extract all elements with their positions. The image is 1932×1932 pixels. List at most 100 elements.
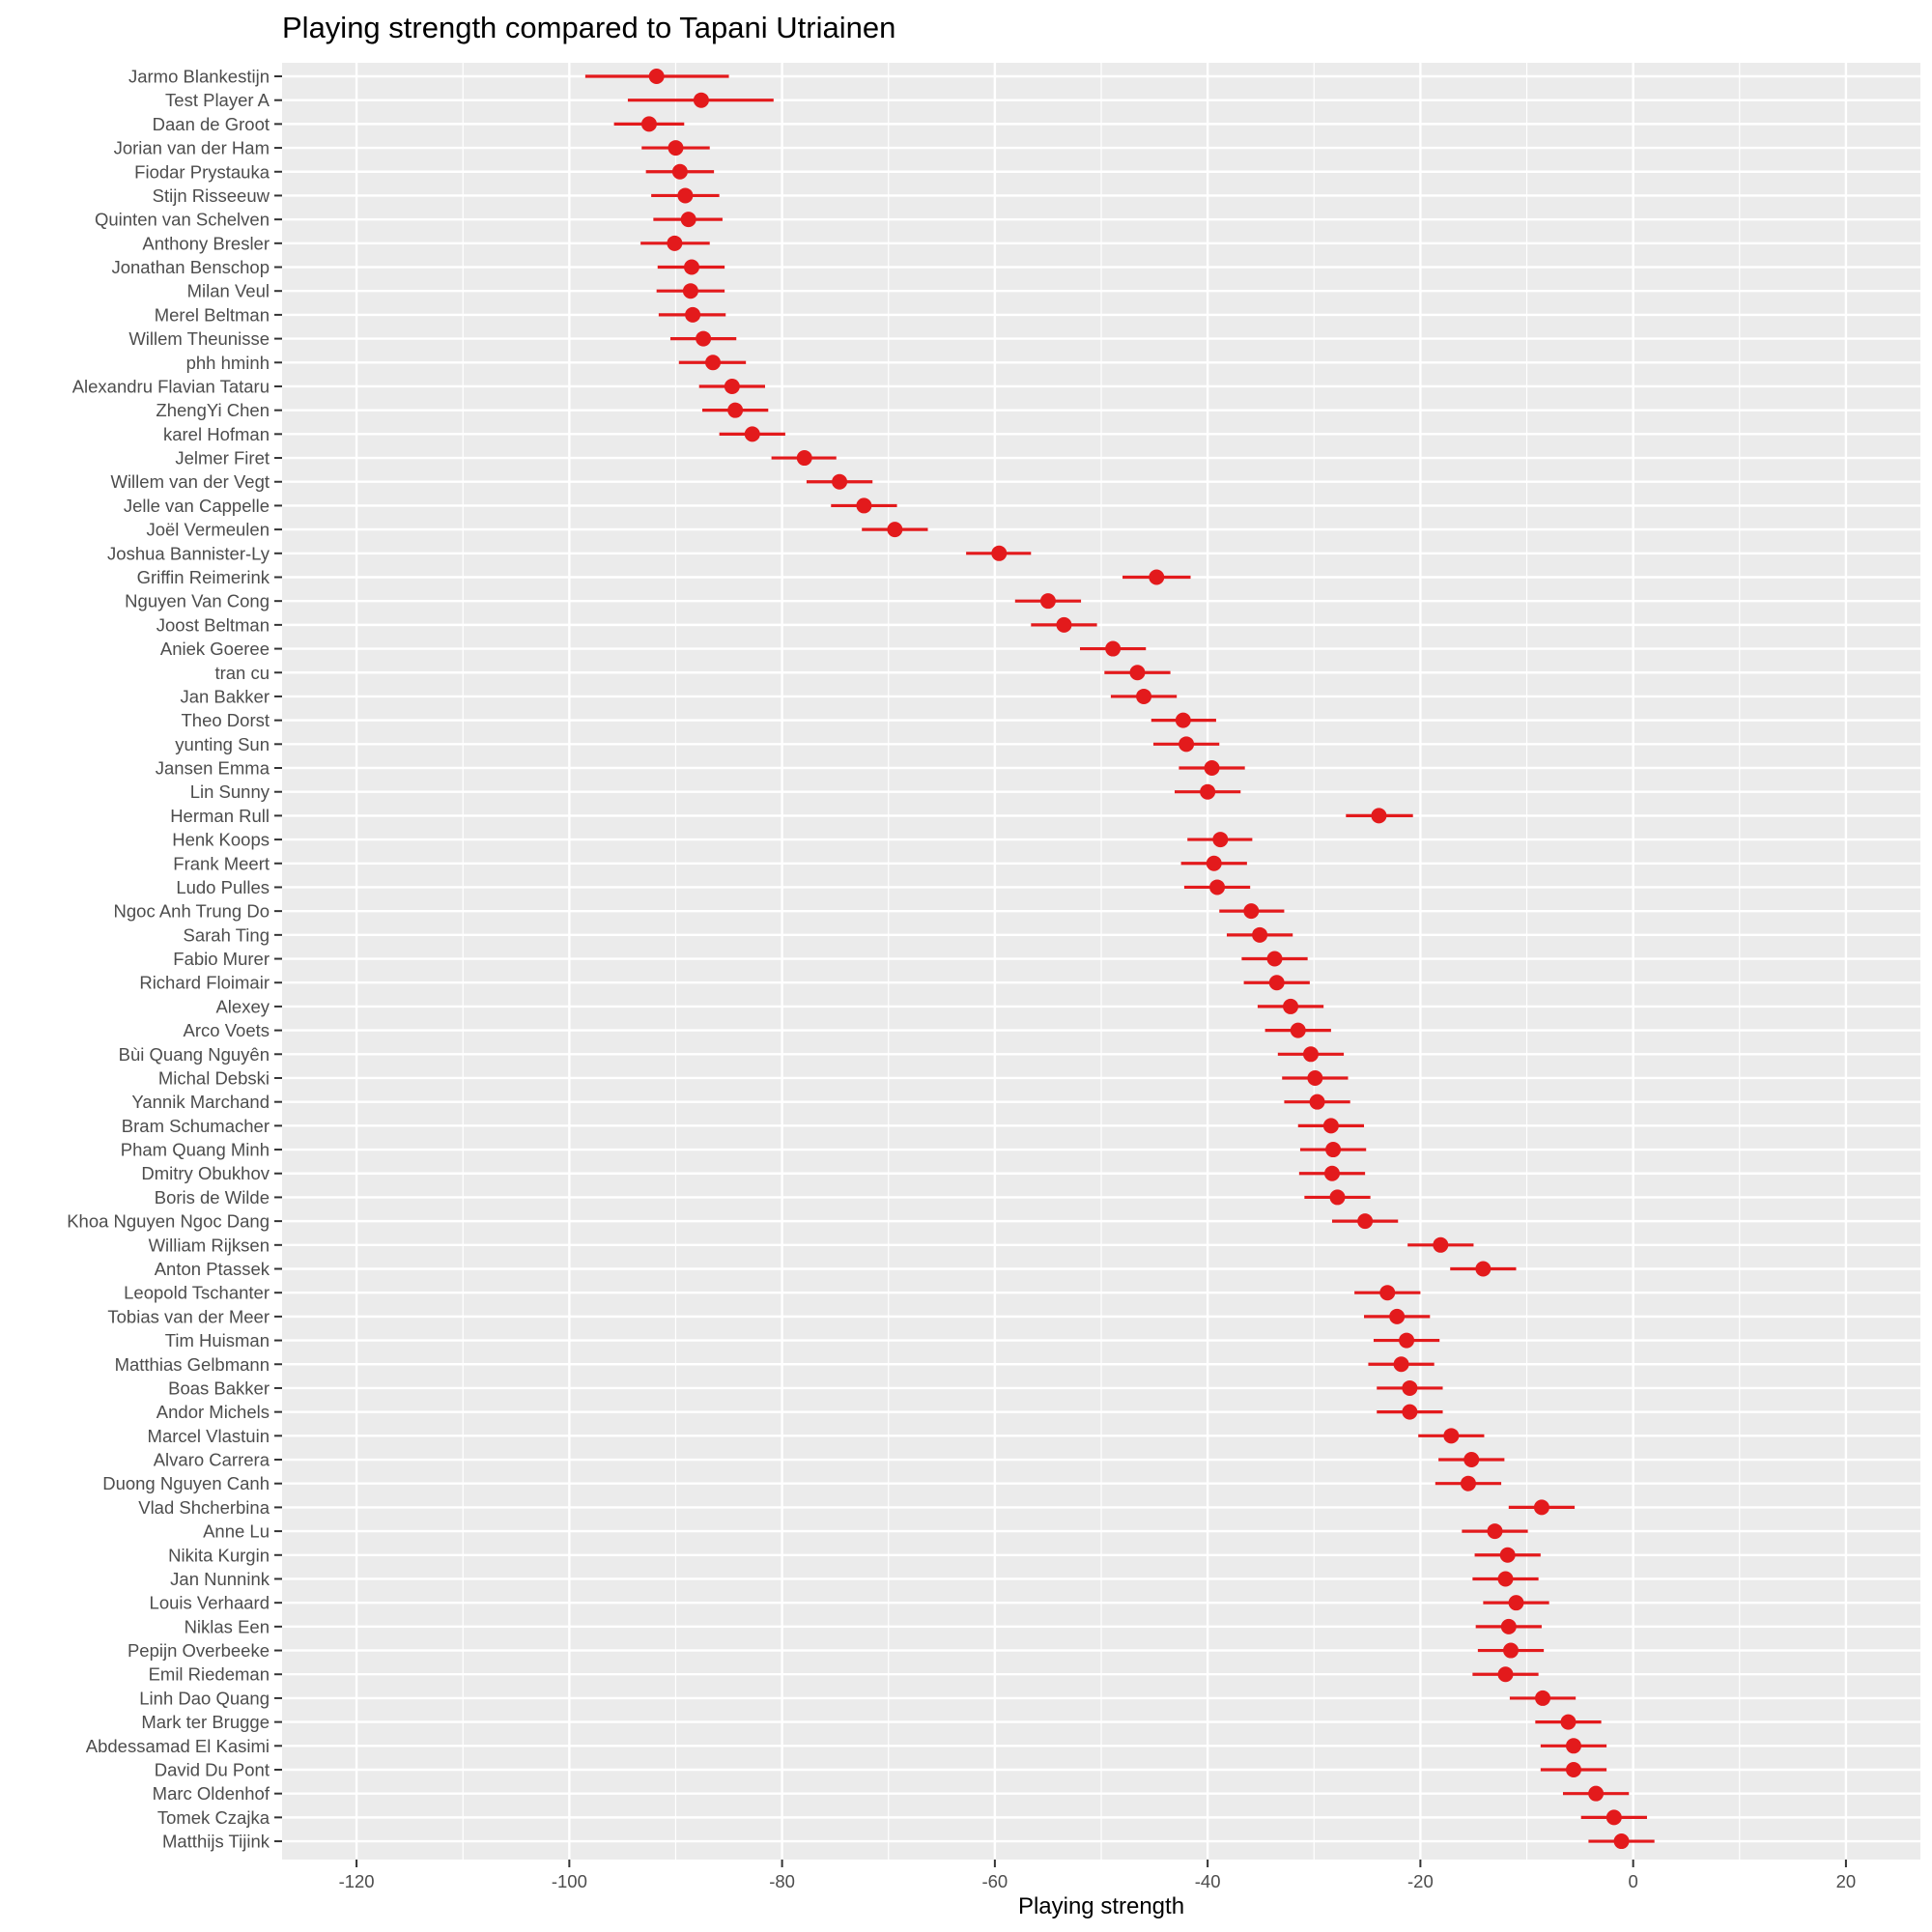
data-point — [1175, 712, 1191, 728]
data-point — [744, 426, 760, 442]
y-tick-label: Joshua Bannister-Ly — [107, 543, 270, 563]
x-tick-label: -100 — [552, 1871, 587, 1891]
data-point — [1252, 926, 1268, 943]
data-point — [1212, 832, 1229, 848]
y-tick-label: yunting Sun — [175, 734, 270, 754]
y-tick-label: Andor Michels — [156, 1402, 270, 1422]
y-tick-label: Ludo Pulles — [176, 877, 270, 897]
y-tick-label: Bram Schumacher — [122, 1116, 270, 1136]
x-tick-label: -120 — [339, 1871, 375, 1891]
data-point — [1402, 1379, 1418, 1396]
data-point — [1129, 665, 1146, 681]
data-point — [1565, 1761, 1581, 1777]
y-tick-label: Lin Sunny — [190, 781, 270, 802]
marks-layer — [584, 69, 1655, 1850]
data-point — [1357, 1213, 1374, 1230]
y-tick-label: Jansen Emma — [156, 758, 270, 779]
x-tick-label: -40 — [1195, 1871, 1221, 1891]
y-tick-label: Vlad Shcherbina — [138, 1497, 270, 1518]
data-point — [1500, 1618, 1517, 1634]
y-tick-label: Marcel Vlastuin — [148, 1426, 270, 1446]
data-point — [1149, 569, 1165, 585]
y-tick-label: Jan Nunnink — [170, 1569, 270, 1589]
y-tick-label: Henk Koops — [172, 830, 270, 850]
y-tick-label: Boris de Wilde — [155, 1187, 270, 1208]
data-point — [832, 473, 848, 490]
y-tick-label: Milan Veul — [187, 281, 270, 301]
data-point — [1307, 1069, 1323, 1086]
data-point — [1433, 1236, 1449, 1253]
y-tick-label: Fabio Murer — [173, 949, 270, 969]
y-tick-label: Leopold Tschanter — [124, 1283, 270, 1303]
data-point — [1588, 1785, 1605, 1802]
x-tick-label: -20 — [1407, 1871, 1434, 1891]
y-tick-label: Alvaro Carrera — [154, 1450, 270, 1470]
y-tick-label: Pepijn Overbeeke — [128, 1640, 270, 1661]
y-tick-label: Frank Meert — [173, 853, 270, 873]
y-tick-label: Aniek Goeree — [160, 639, 270, 659]
y-tick-label: Herman Rull — [170, 806, 270, 826]
data-point — [1613, 1833, 1630, 1850]
y-tick-label: ZhengYi Chen — [156, 400, 270, 420]
y-tick-label: William Rijksen — [149, 1235, 270, 1255]
data-point — [856, 497, 872, 514]
data-point — [671, 163, 688, 180]
y-tick-label: Richard Floimair — [139, 973, 270, 993]
grid-layer — [282, 63, 1920, 1860]
data-point — [693, 92, 709, 108]
y-tick-label: Yannik Marchand — [131, 1092, 270, 1112]
y-tick-label: Matthias Gelbmann — [115, 1354, 270, 1375]
y-tick-label: Nikita Kurgin — [168, 1545, 270, 1565]
y-tick-label: Marc Oldenhof — [153, 1783, 270, 1804]
data-point — [648, 69, 665, 84]
y-tick-label: tran cu — [214, 663, 270, 683]
y-tick-label: Alexandru Flavian Tataru — [72, 376, 270, 396]
y-tick-label: Khoa Nguyen Ngoc Dang — [67, 1211, 270, 1232]
y-tick-label: Arco Voets — [184, 1020, 270, 1040]
data-point — [1290, 1022, 1306, 1038]
y-tick-label: Fiodar Prystauka — [134, 161, 270, 182]
y-tick-label: David Du Pont — [155, 1759, 270, 1779]
data-point — [667, 235, 683, 251]
data-point — [1389, 1308, 1406, 1324]
y-tick-label: Abdessamad El Kasimi — [86, 1736, 270, 1756]
data-point — [1443, 1428, 1460, 1444]
data-point — [1508, 1595, 1524, 1611]
data-point — [991, 545, 1008, 561]
data-point — [1200, 783, 1216, 800]
data-point — [1487, 1523, 1503, 1540]
data-point — [1499, 1547, 1516, 1563]
x-tick-label: 20 — [1836, 1871, 1857, 1891]
y-tick-label: Jarmo Blankestijn — [128, 67, 270, 87]
y-tick-label: Dmitry Obukhov — [141, 1163, 270, 1183]
y-tick-label: Willem van der Vegt — [110, 471, 270, 492]
y-tick-label: Boas Bakker — [168, 1378, 270, 1398]
data-point — [684, 259, 699, 275]
y-tick-label: Jonathan Benschop — [111, 257, 270, 277]
x-tick-label: 0 — [1629, 1871, 1638, 1891]
y-tick-label: Merel Beltman — [155, 304, 270, 325]
data-point — [1393, 1356, 1409, 1373]
data-point — [1136, 688, 1152, 704]
data-point — [1565, 1738, 1581, 1754]
data-point — [1371, 808, 1387, 824]
y-tick-label: Anthony Bresler — [142, 233, 270, 253]
y-tick-label: Willem Theunisse — [128, 328, 270, 349]
data-point — [1497, 1666, 1514, 1683]
y-tick-label: Ngoc Anh Trung Do — [114, 901, 270, 922]
y-tick-label: Niklas Een — [185, 1616, 270, 1636]
data-point — [1179, 736, 1195, 753]
x-tick-label: -80 — [769, 1871, 795, 1891]
y-tick-label: Sarah Ting — [184, 924, 270, 945]
data-point — [1463, 1452, 1480, 1468]
y-tick-label: Jelle van Cappelle — [124, 496, 270, 516]
y-tick-label: Michal Debski — [158, 1067, 270, 1088]
y-tick-label: Louis Verhaard — [150, 1593, 270, 1613]
data-point — [1329, 1189, 1346, 1206]
data-point — [1039, 593, 1056, 610]
data-point — [1309, 1094, 1325, 1110]
y-tick-label: Nguyen Van Cong — [125, 591, 270, 611]
data-point — [1209, 879, 1226, 895]
